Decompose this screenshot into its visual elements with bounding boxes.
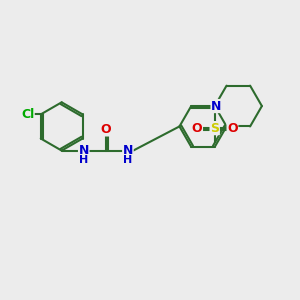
Text: Cl: Cl xyxy=(21,108,34,121)
Text: N: N xyxy=(211,100,221,112)
Text: N: N xyxy=(123,144,133,157)
Text: O: O xyxy=(100,123,111,136)
Text: O: O xyxy=(192,122,203,135)
Text: O: O xyxy=(227,122,238,135)
Text: H: H xyxy=(79,155,88,165)
Text: S: S xyxy=(210,122,219,135)
Text: H: H xyxy=(123,155,133,165)
Text: N: N xyxy=(79,144,89,157)
